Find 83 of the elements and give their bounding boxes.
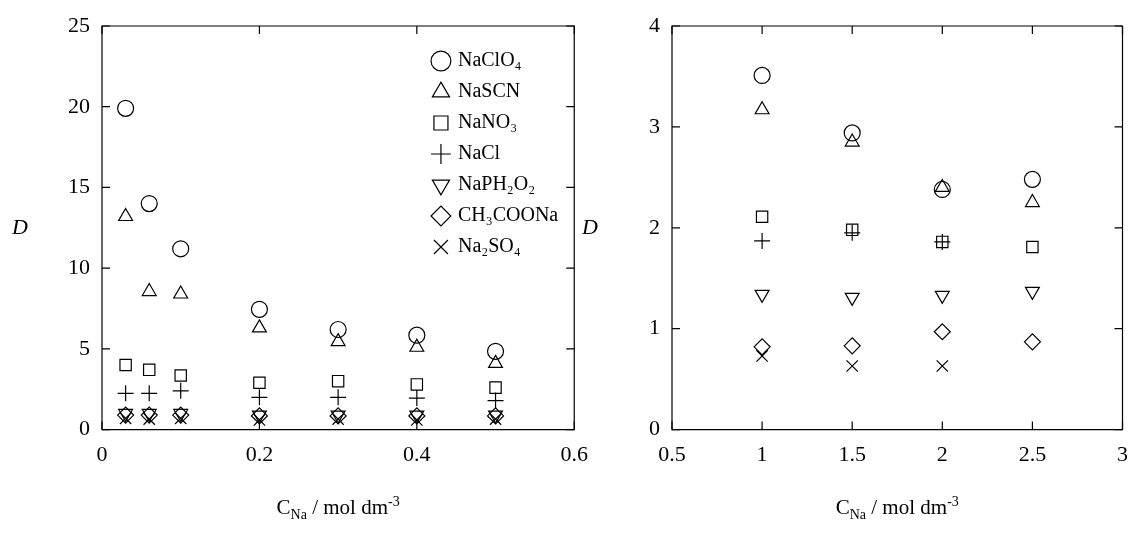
point [754,289,770,303]
point [933,180,951,199]
point [843,124,861,142]
y-axis-title: D [582,213,598,240]
y-tick-label: 1 [649,314,660,340]
point [844,133,860,147]
point [755,349,769,363]
x-tick-label: 1.5 [838,440,866,466]
point [174,369,187,382]
point [119,358,132,372]
point [1026,240,1039,254]
legend-label: NaSCN [457,79,521,102]
point [140,194,158,213]
point [753,232,771,250]
y-tick-label: 25 [68,11,90,37]
point [486,391,505,410]
legend-label: Na₂SO₄ [457,234,521,257]
point [1024,286,1040,300]
y-tick-label: 3 [649,112,660,138]
x-axis-title: C$_{Na}$ / mol dm$^{-3}$ [276,494,400,524]
x-tick-label: 0.2 [245,440,274,466]
point [140,384,158,402]
legend-label: NaCl [457,141,501,164]
point [936,359,949,373]
x-tick-label: 1 [756,440,768,466]
legend-label: CH₃COONa [457,203,559,226]
point [755,210,769,223]
point [142,363,156,377]
point [933,323,951,341]
legend-label: NaNO₃ [457,110,518,133]
point [331,374,345,388]
point [118,207,134,222]
point [754,101,770,115]
point [142,412,156,426]
point [253,376,266,390]
x-tick-label: 0.6 [560,440,588,466]
point [845,359,859,373]
point [172,382,190,400]
point [329,388,347,406]
point [753,338,771,356]
point [845,223,859,237]
point [117,99,135,117]
point [173,285,189,299]
x-axis-title: C$_{Na}$ / mol dm$^{-3}$ [835,494,959,524]
point [489,381,502,394]
y-tick-label: 4 [649,11,660,37]
point [1023,170,1041,188]
y-tick-label: 0 [79,415,90,441]
point [488,354,504,369]
point [141,282,157,297]
point [172,240,190,258]
point [408,389,426,407]
point [329,320,347,339]
point [251,319,267,333]
x-tick-label: 0.5 [658,440,686,466]
point [486,342,505,360]
point [753,66,771,85]
y-axis-title: D [12,213,28,240]
y-tick-label: 15 [68,173,90,199]
x-tick-label: 0 [96,440,108,466]
point [844,292,860,307]
x-tick-label: 2.5 [1018,440,1047,466]
point [410,378,424,391]
x-tick-label: 0.4 [403,440,431,466]
point [934,178,950,193]
point [843,337,861,355]
point [330,333,346,347]
x-tick-label: 2 [936,440,948,466]
point [1024,193,1040,208]
point [117,384,135,402]
y-tick-label: 0 [649,415,660,441]
y-tick-label: 10 [68,253,90,279]
point [408,326,426,344]
point [1023,333,1041,351]
legend-label: NaPH₂O₂ [457,172,536,195]
point [250,300,269,318]
point [250,388,269,406]
y-tick-label: 2 [649,213,660,239]
y-tick-label: 5 [79,334,90,360]
y-tick-label: 20 [68,92,90,118]
point [934,290,950,304]
legend-label: NaClO₄ [457,48,522,71]
x-tick-label: 3 [1117,440,1128,466]
